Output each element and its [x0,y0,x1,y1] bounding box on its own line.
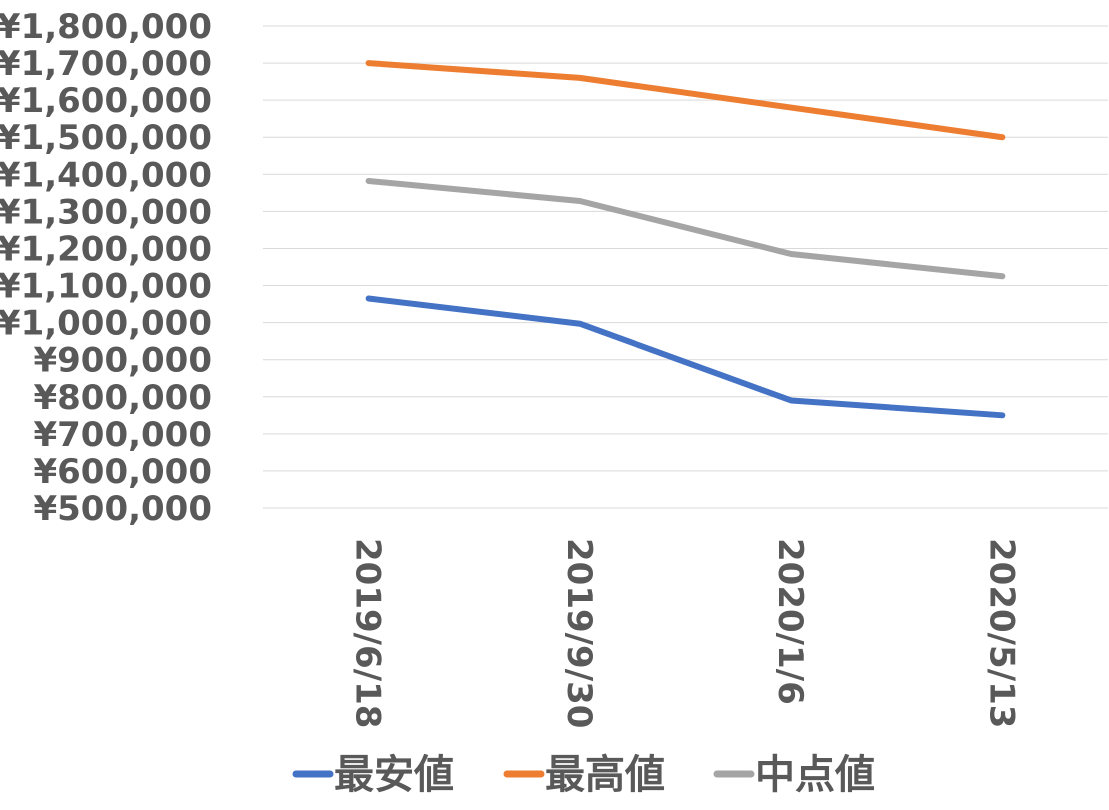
gridlines [263,25,1108,509]
y-tick-label: ¥900,000 [33,341,212,381]
y-tick-label: ¥700,000 [33,415,212,455]
y-tick-label: ¥1,400,000 [0,155,212,195]
y-tick-label: ¥1,500,000 [0,118,212,158]
y-tick-label: ¥500,000 [33,489,212,529]
legend-label: 最高値 [545,752,665,798]
y-tick-label: ¥600,000 [33,452,212,492]
y-tick-label: ¥1,100,000 [0,267,212,307]
y-tick-label: ¥1,200,000 [0,229,212,269]
y-tick-label: ¥800,000 [33,378,212,418]
series-line [365,295,1006,419]
x-tick-label: 2019/6/18 [348,538,388,728]
y-tick-label: ¥1,700,000 [0,44,212,84]
y-axis-tick-labels: ¥500,000¥600,000¥700,000¥800,000¥900,000… [0,7,212,529]
legend-label: 最安値 [334,752,454,798]
legend-label: 中点値 [755,752,875,798]
x-axis-tick-labels: 2019/6/18 2019/9/30 2020/1/6 2020/5/13 [348,538,1022,728]
x-tick-label: 2020/1/6 [770,538,810,705]
x-tick-label: 2020/5/13 [981,538,1021,728]
y-tick-label: ¥1,600,000 [0,81,212,121]
series-line [365,60,1006,141]
x-tick-label: 2019/9/30 [559,538,599,728]
y-tick-label: ¥1,000,000 [0,304,212,344]
series-line [365,177,1006,280]
legend: 最安値 最高値 中点値 [292,752,875,798]
y-tick-label: ¥1,300,000 [0,192,212,232]
y-tick-label: ¥1,800,000 [0,7,212,47]
series-lines [365,60,1006,419]
